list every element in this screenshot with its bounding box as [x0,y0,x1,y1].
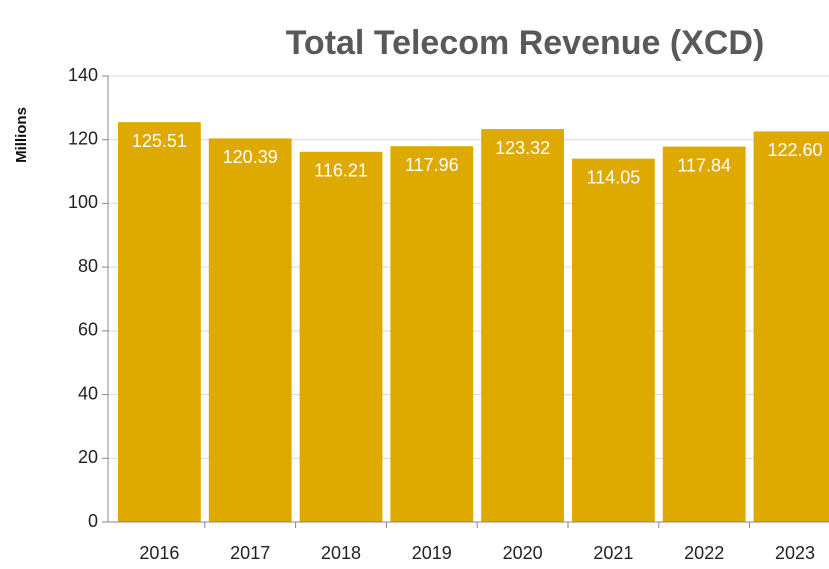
data-label: 116.21 [314,161,368,181]
x-tick-label: 2020 [503,543,543,563]
y-tick-label: 100 [68,192,98,212]
bar [662,146,746,522]
bar [481,129,565,523]
data-label: 122.60 [767,140,822,160]
x-tick-label: 2016 [139,543,179,563]
y-tick-label: 120 [68,128,98,148]
bar [753,131,829,522]
x-tick-label: 2017 [230,543,270,563]
data-label: 117.96 [405,155,459,175]
y-axis-label: Millions [13,107,30,163]
x-tick-label: 2018 [321,543,361,563]
x-tick-label: 2019 [412,543,452,563]
x-tick-label: 2022 [684,543,724,563]
bar [208,138,292,522]
chart-title: Total Telecom Revenue (XCD) [286,24,765,62]
data-label: 123.32 [495,138,550,158]
bar [299,151,383,522]
y-tick-label: 60 [78,320,98,340]
bar [390,146,474,523]
data-label: 125.51 [132,131,187,151]
y-tick-label: 0 [88,511,98,531]
bar [117,122,201,522]
data-label: 117.84 [677,155,731,175]
x-tick-label: 2021 [593,543,633,563]
y-tick-label: 80 [78,256,98,276]
y-tick-label: 140 [68,65,98,85]
data-label: 114.05 [587,167,641,187]
y-tick-label: 20 [78,447,98,467]
x-tick-label: 2023 [775,543,815,563]
bar [571,158,655,522]
y-tick-label: 40 [78,383,98,403]
data-label: 120.39 [223,147,278,167]
